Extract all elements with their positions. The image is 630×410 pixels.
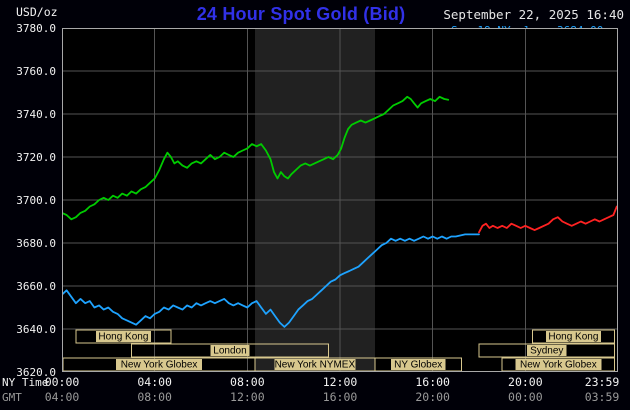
session-label-box (515, 359, 602, 370)
session-box (131, 343, 329, 358)
gmt-label: GMT (2, 391, 22, 404)
session-label-box (546, 331, 601, 342)
y-tick-label: 3620.0 (16, 366, 56, 379)
x-tick-gmt: 04:00 (44, 390, 80, 404)
session-label-box (210, 345, 250, 356)
x-tick-gmt: 00:00 (508, 390, 543, 404)
x-tick-gmt: 12:00 (230, 390, 265, 404)
session-label: New York Globex (121, 360, 198, 371)
x-tick-gmt: 16:00 (322, 390, 358, 404)
session-label: New York NYMEX (275, 360, 356, 371)
datetime-label: September 22, 2025 16:40 (443, 7, 624, 22)
y-axis-units-label: USD/oz (16, 5, 58, 19)
chart-title: 24 Hour Spot Gold (Bid) (196, 4, 406, 24)
x-tick-gmt: 08:00 (137, 390, 172, 404)
session-label: Hong Kong (548, 332, 598, 343)
series-line-sep21 (478, 205, 618, 234)
series-line-sep19 (62, 233, 480, 328)
y-tick-label: 3720.0 (16, 151, 56, 164)
y-tick-label: 3760.0 (16, 65, 56, 78)
session-label: London (213, 346, 246, 357)
y-tick-label: 3680.0 (16, 237, 56, 250)
session-label-box (274, 359, 356, 370)
y-tick-label: 3640.0 (16, 323, 56, 336)
x-tick-ny: 16:00 (415, 375, 450, 389)
x-tick-ny: 23:59 (584, 375, 620, 389)
y-tick-label: 3740.0 (16, 108, 56, 121)
session-box (478, 343, 616, 358)
session-label: Sydney (530, 346, 563, 357)
session-label-box (390, 359, 446, 370)
session-label: NY Globex (394, 360, 442, 371)
session-box (531, 329, 616, 344)
x-tick-ny: 04:00 (137, 375, 172, 389)
session-box (75, 329, 172, 344)
session-label-box (95, 331, 151, 342)
x-tick-ny: 00:00 (44, 375, 80, 389)
x-tick-ny: 12:00 (322, 375, 358, 389)
session-label-box (527, 345, 567, 356)
x-tick-ny: 08:00 (230, 375, 265, 389)
session-label: Hong Kong (98, 332, 148, 343)
x-tick-gmt: 20:00 (415, 390, 450, 404)
x-tick-gmt: 03:59 (584, 390, 620, 404)
session-label: New York Globex (520, 360, 597, 371)
ny-time-label: NY Time (2, 376, 49, 389)
plot-border (62, 28, 618, 372)
session-label-box (116, 359, 203, 370)
y-tick-label: 3700.0 (16, 194, 56, 207)
y-tick-label: 3660.0 (16, 280, 56, 293)
series-line-sep22 (62, 95, 450, 221)
x-tick-ny: 20:00 (508, 375, 543, 389)
y-tick-label: 3780.0 (16, 22, 56, 35)
plot-svg: Hong Kong Hong Kong London Sydney New York G… (62, 28, 618, 372)
